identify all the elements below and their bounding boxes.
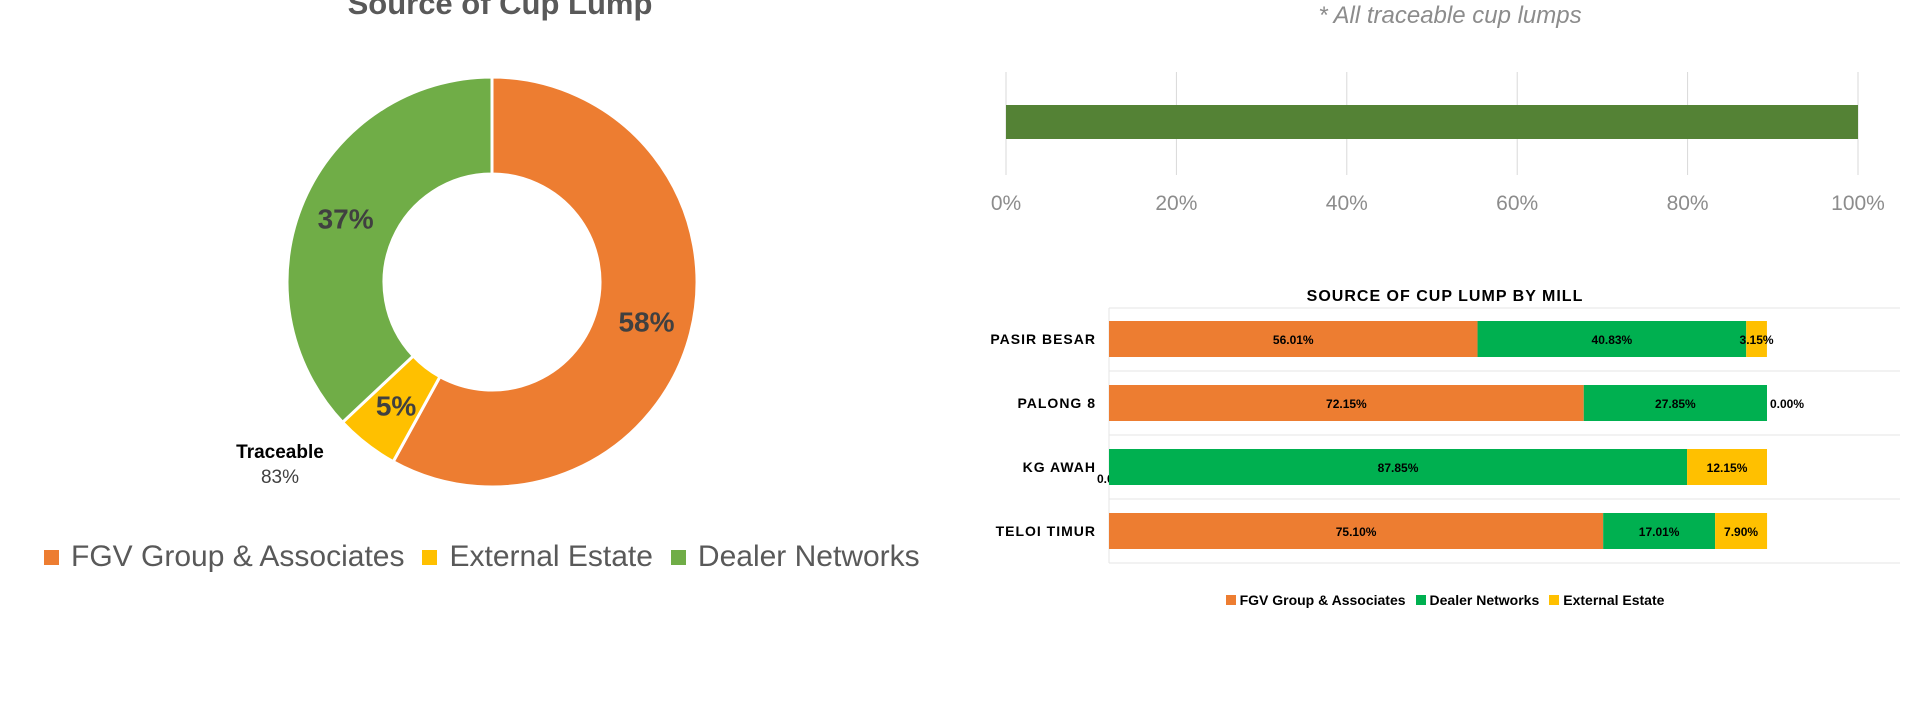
stacked-bar-segment [1109, 513, 1604, 549]
stacked-bar-segment [1477, 321, 1747, 357]
category-label: TELOI TIMUR [996, 523, 1096, 539]
legend-swatch [670, 549, 686, 565]
category-label: KG AWAH [1023, 459, 1096, 475]
x-tick-label: 60% [1496, 192, 1538, 215]
x-tick-label: 0% [991, 192, 1021, 215]
traceable-value: 83% [260, 467, 300, 488]
legend-label: Dealer Networks [1429, 592, 1540, 608]
donut-legend: FGV Group & Associates External Estate D… [44, 540, 938, 574]
data-label: 72.15% [1326, 397, 1367, 411]
mill-chart-legend: FGV Group & Associates Dealer Networks E… [1000, 592, 1900, 608]
data-label: 75.10% [1336, 525, 1377, 539]
traceable-note: * All traceable cup lumps [1318, 2, 1582, 29]
legend-swatch [1225, 595, 1236, 605]
legend-item-external-estate: External Estate [422, 540, 653, 574]
legend-label: Dealer Networks [697, 540, 920, 573]
mill-stacked-bar-chart: SOURCE OF CUP LUMP BY MILL PASIR BESAR 56.… [990, 288, 1900, 564]
legend-item-fgv: FGV Group & Associates [1225, 592, 1406, 608]
legend-label: FGV Group & Associates [1239, 592, 1406, 608]
traceable-annotation: Traceable 83% [220, 442, 340, 489]
donut-chart: 58% 5% 37% [285, 75, 699, 489]
x-tick-label: 40% [1326, 192, 1368, 215]
data-label: 27.85% [1655, 397, 1696, 411]
slice-value-label: 58% [618, 307, 674, 338]
stacked-bar-segment [1715, 513, 1768, 549]
legend-swatch [422, 549, 438, 565]
x-tick-label: 80% [1667, 192, 1709, 215]
mill-chart-title: SOURCE OF CUP LUMP BY MILL [1307, 288, 1584, 305]
stacked-bar-segment [1603, 513, 1716, 549]
data-label: 12.15% [1707, 461, 1748, 475]
data-label: 7.90% [1724, 525, 1758, 539]
data-label: 0.00% [1770, 397, 1804, 411]
legend-label: External Estate [449, 540, 653, 573]
slice-value-label: 5% [376, 391, 417, 422]
slice-fgv [391, 75, 699, 489]
stacked-bar-segment [1109, 449, 1688, 485]
donut-chart-title: Source of Cup Lump [347, 0, 653, 21]
stacked-bar-segment [1583, 385, 1767, 421]
x-tick-label: 100% [1831, 192, 1885, 215]
stacked-bar-segment [1746, 321, 1767, 357]
legend-swatch [44, 549, 59, 565]
data-label: 17.01% [1639, 525, 1680, 539]
stacked-bar-segment [1109, 321, 1478, 357]
category-label: PALONG 8 [1017, 395, 1096, 411]
data-label: 87.85% [1378, 461, 1419, 475]
data-label: 40.83% [1592, 333, 1633, 347]
traceable-bar [1006, 105, 1858, 139]
slice-dealer-networks [285, 75, 494, 425]
legend-swatch [1415, 595, 1426, 605]
data-label: 3.15% [1740, 333, 1774, 347]
legend-item-fgv: FGV Group & Associates [44, 540, 404, 574]
legend-item-dealer-networks: Dealer Networks [670, 540, 920, 574]
x-tick-label: 20% [1155, 192, 1197, 215]
slice-value-label: 37% [318, 204, 374, 235]
traceable-bar-chart: 0% 20% 40% 60% 80% 100% [991, 72, 1885, 215]
category-label: PASIR BESAR [990, 331, 1096, 347]
data-label: 56.01% [1273, 333, 1314, 347]
stacked-bar-segment [1109, 385, 1584, 421]
stacked-bar-segment [1687, 449, 1767, 485]
legend-swatch [1549, 595, 1560, 605]
legend-label: External Estate [1563, 592, 1665, 608]
traceable-label: Traceable [236, 442, 324, 463]
legend-label: FGV Group & Associates [71, 540, 405, 573]
legend-item-dealer-networks: Dealer Networks [1415, 592, 1540, 608]
legend-item-external-estate: External Estate [1549, 592, 1664, 608]
